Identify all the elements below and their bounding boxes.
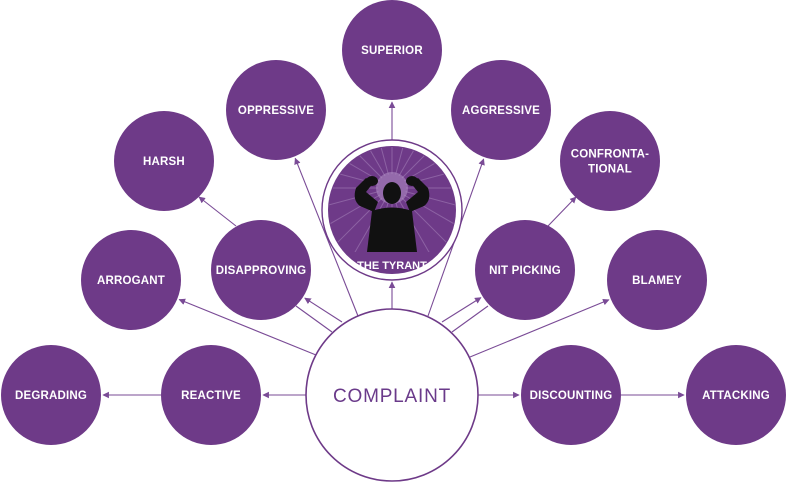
complaint-node: COMPLAINT bbox=[305, 308, 479, 482]
node-harsh-circle bbox=[114, 111, 214, 211]
node-discounting-circle bbox=[521, 345, 621, 445]
node-blamey: BLAMEY bbox=[607, 230, 707, 330]
node-harsh-label: HARSH bbox=[143, 156, 185, 168]
node-arrogant: ARROGANT bbox=[81, 230, 181, 330]
node-disapproving: DISAPPROVING bbox=[211, 220, 311, 320]
node-nit-picking-circle bbox=[475, 220, 575, 320]
node-discounting: DISCOUNTING bbox=[521, 345, 621, 445]
node-arrogant-label: ARROGANT bbox=[97, 275, 165, 287]
node-arrogant-circle bbox=[81, 230, 181, 330]
node-aggressive-label: AGGRESSIVE bbox=[462, 105, 540, 117]
node-nit-picking-label: NIT PICKING bbox=[489, 265, 561, 277]
edge-complaint-disapproving-2 bbox=[295, 305, 333, 333]
node-superior: SUPERIOR bbox=[342, 0, 442, 100]
node-aggressive-circle bbox=[451, 60, 551, 160]
node-blamey-label: BLAMEY bbox=[632, 275, 682, 287]
node-degrading-label: DEGRADING bbox=[15, 390, 87, 402]
tyrant-label: THE TYRANT bbox=[357, 260, 427, 272]
tyrant-node: THE TYRANT bbox=[321, 139, 463, 281]
node-degrading: DEGRADING bbox=[1, 345, 101, 445]
edge-complaint-oppressive bbox=[294, 157, 359, 317]
node-nit-picking: NIT PICKING bbox=[475, 220, 575, 320]
edge-complaint-arrogant bbox=[178, 298, 317, 356]
node-discounting-label: DISCOUNTING bbox=[530, 390, 613, 402]
edge-complaint-blamey bbox=[469, 299, 610, 358]
node-reactive-circle bbox=[161, 345, 261, 445]
node-superior-label: SUPERIOR bbox=[361, 45, 423, 57]
node-aggressive: AGGRESSIVE bbox=[451, 60, 551, 160]
edge-complaint-disapproving bbox=[304, 297, 343, 323]
node-confrontational: CONFRONTA- TIONAL bbox=[560, 111, 660, 211]
node-disapproving-circle bbox=[211, 220, 311, 320]
person-arms-raised-icon bbox=[354, 176, 430, 260]
complaint-circle bbox=[305, 308, 479, 482]
edge-complaint-nit-picking bbox=[441, 297, 482, 323]
node-disapproving-label: DISAPPROVING bbox=[216, 265, 307, 277]
edge-nitpicking-confrontational bbox=[547, 196, 577, 227]
node-oppressive-label: OPPRESSIVE bbox=[238, 105, 314, 117]
node-attacking: ATTACKING bbox=[686, 345, 786, 445]
node-harsh: HARSH bbox=[114, 111, 214, 211]
node-confrontational-label: TIONAL bbox=[588, 164, 632, 176]
node-reactive-label: REACTIVE bbox=[181, 390, 241, 402]
node-attacking-label: ATTACKING bbox=[702, 390, 770, 402]
node-reactive: REACTIVE bbox=[161, 345, 261, 445]
node-degrading-circle bbox=[1, 345, 101, 445]
node-confrontational-label: CONFRONTA- bbox=[571, 149, 649, 161]
node-blamey-circle bbox=[607, 230, 707, 330]
node-superior-circle bbox=[342, 0, 442, 100]
complaint-label: COMPLAINT bbox=[333, 386, 451, 407]
node-confrontational-circle bbox=[560, 111, 660, 211]
node-oppressive-circle bbox=[226, 60, 326, 160]
connector-lines bbox=[102, 101, 685, 399]
edge-disapproving-harsh bbox=[198, 196, 237, 227]
node-oppressive: OPPRESSIVE bbox=[226, 60, 326, 160]
edge-complaint-nit-picking-2 bbox=[451, 305, 489, 333]
trait-nodes: SUPERIOR OPPRESSIVE AGGRESSIVE HARSH CONFRON… bbox=[1, 0, 786, 445]
node-attacking-circle bbox=[686, 345, 786, 445]
